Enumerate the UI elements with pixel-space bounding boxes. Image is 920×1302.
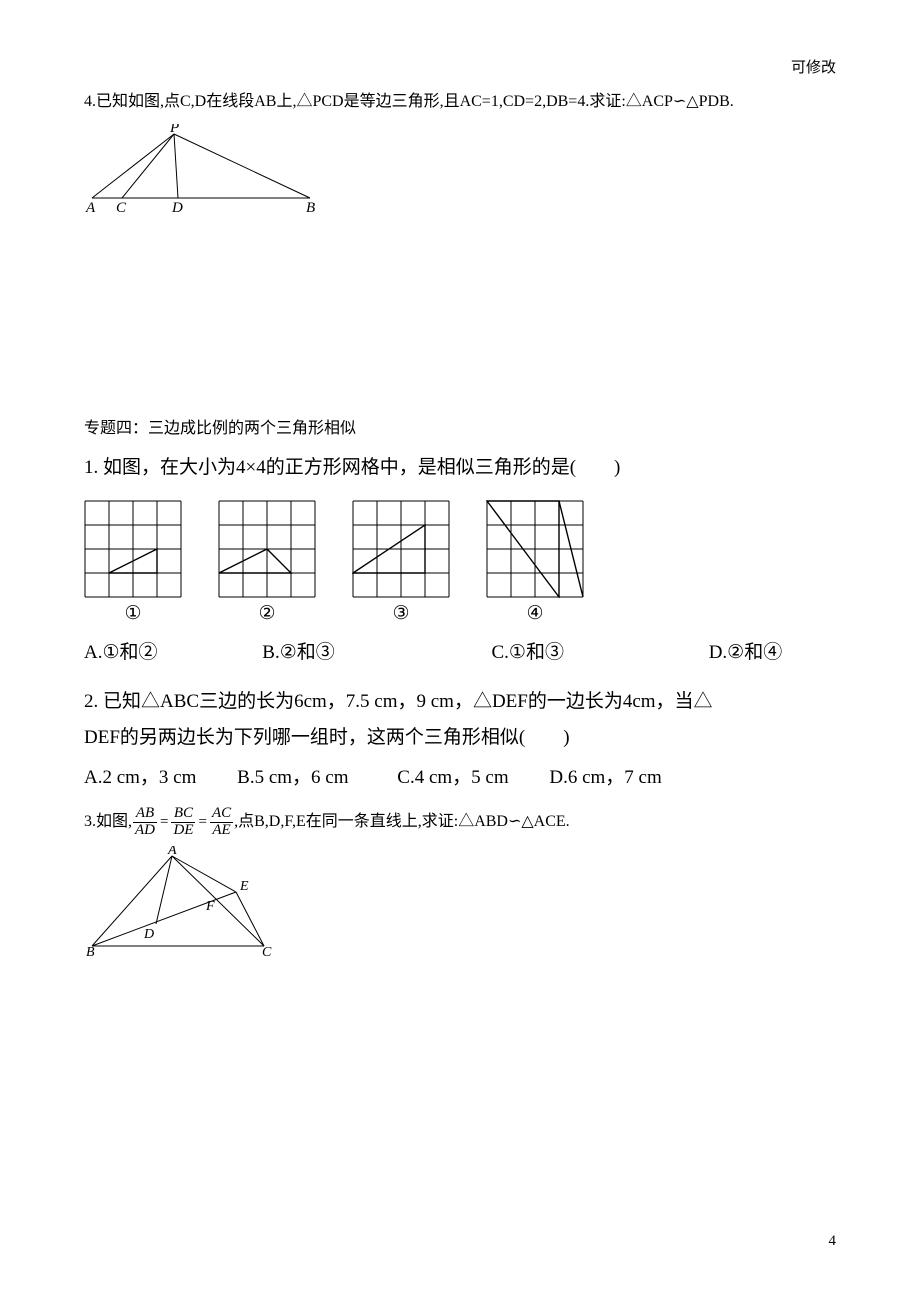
svg-text:C: C [262, 945, 272, 956]
svg-text:A: A [167, 846, 177, 858]
grid-block: ④ [486, 500, 584, 625]
grid-label: ② [258, 602, 275, 625]
q3-frac3-num: AC [210, 806, 233, 822]
q3-frac1-num: AB [134, 806, 156, 822]
grid-block: ② [218, 500, 316, 625]
q1-option-b: B.②和③ [262, 635, 334, 671]
q3-prefix: 3.如图, [84, 807, 132, 837]
q3-suffix: ,点B,D,F,E在同一条直线上,求证:△ABD∽△ACE. [234, 807, 570, 837]
q1-text: 1. 如图，在大小为4×4的正方形网格中，是相似三角形的是( ) [84, 450, 836, 486]
q2-line1: 2. 已知△ABC三边的长为6cm，7.5 cm，9 cm，△DEF的一边长为4… [84, 684, 836, 720]
svg-text:D: D [171, 200, 183, 214]
eq-sign: = [198, 808, 206, 837]
q3-frac2-den: DE [171, 822, 195, 839]
page-number: 4 [829, 1233, 837, 1250]
q2-line2: DEF的另两边长为下列哪一组时，这两个三角形相似( ) [84, 720, 836, 756]
svg-text:E: E [239, 879, 249, 894]
grid-label: ① [124, 602, 141, 625]
svg-text:A: A [85, 200, 96, 214]
q1-options: A.①和② B.②和③ C.①和③ D.②和④ [84, 635, 836, 671]
q2-option-c: C.4 cm，5 cm [397, 760, 508, 796]
svg-text:D: D [143, 927, 154, 942]
q4-diagram: A C D B P [84, 124, 836, 214]
q4-text: 4.已知如图,点C,D在线段AB上,△PCD是等边三角形,且AC=1,CD=2,… [84, 86, 836, 118]
blank-space [84, 214, 836, 412]
q2-option-a: A.2 cm，3 cm [84, 760, 196, 796]
q1-option-a: A.①和② [84, 635, 158, 671]
q3-frac1: ABAD [133, 806, 157, 839]
q1-grid-row: ① ② ③ ④ [84, 500, 836, 625]
q3-frac3: ACAE [210, 806, 233, 839]
q3-frac1-den: AD [133, 822, 157, 839]
header-editable-label: 可修改 [791, 56, 836, 77]
grid-block: ① [84, 500, 182, 625]
q3-frac2-num: BC [172, 806, 195, 822]
q3-text: 3.如图, ABAD = BCDE = ACAE ,点B,D,F,E在同一条直线… [84, 806, 836, 839]
svg-text:B: B [306, 200, 315, 214]
q1-option-d: D.②和④ [709, 635, 783, 671]
topic4-title: 专题四：三边成比例的两个三角形相似 [84, 414, 836, 444]
svg-text:F: F [205, 899, 215, 914]
grid-block: ③ [352, 500, 450, 625]
q2-option-b: B.5 cm，6 cm [237, 760, 348, 796]
q3-frac3-den: AE [210, 822, 232, 839]
svg-text:C: C [116, 200, 127, 214]
grid-label: ④ [526, 602, 543, 625]
q2-options: A.2 cm，3 cm B.5 cm，6 cm C.4 cm，5 cm D.6 … [84, 760, 836, 796]
q1-option-c: C.①和③ [491, 635, 563, 671]
q3-diagram: A B C D E F [84, 846, 836, 956]
q2-option-d: D.6 cm，7 cm [549, 760, 661, 796]
svg-text:P: P [169, 124, 179, 136]
eq-sign: = [160, 808, 168, 837]
grid-label: ③ [392, 602, 409, 625]
svg-text:B: B [86, 945, 95, 956]
q3-frac2: BCDE [171, 806, 195, 839]
